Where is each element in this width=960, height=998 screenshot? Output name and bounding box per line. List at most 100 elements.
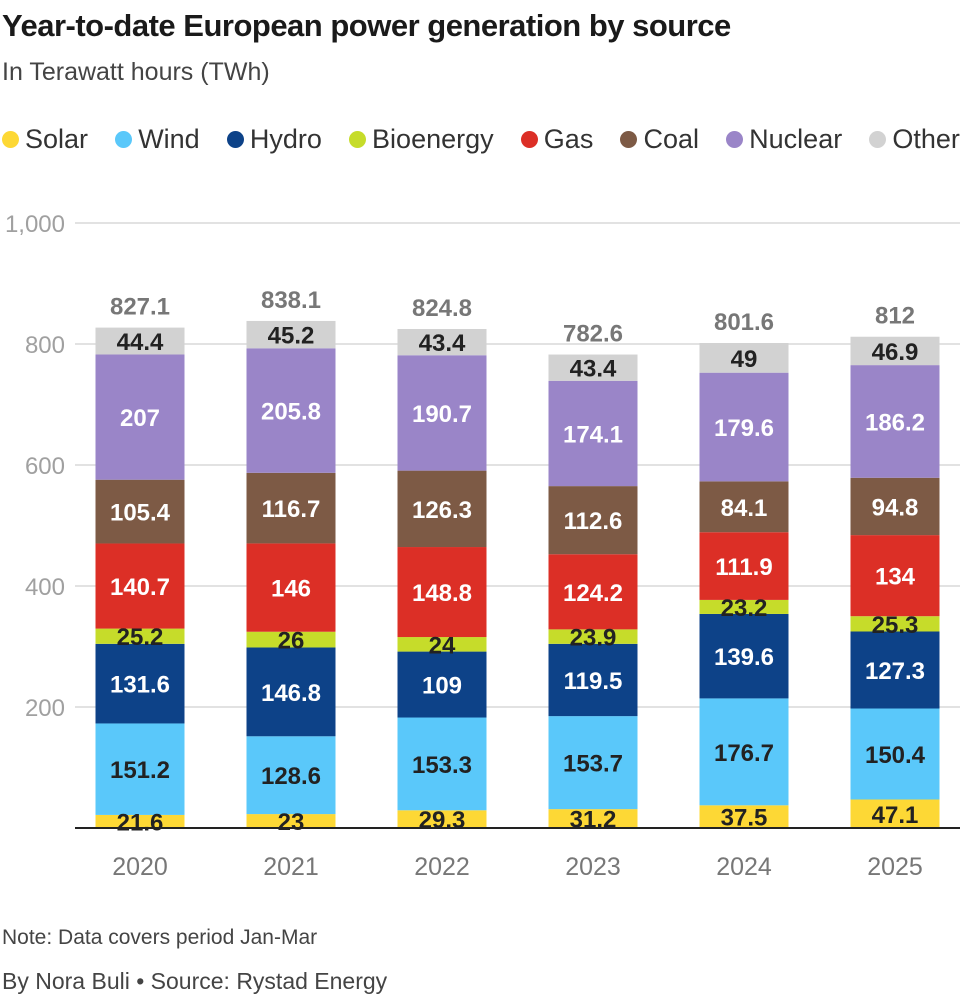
chart-subtitle: In Terawatt hours (TWh) <box>2 58 270 86</box>
data-label-coal: 126.3 <box>412 497 472 524</box>
total-label: 801.6 <box>714 309 774 336</box>
x-tick-label: 2025 <box>867 853 923 881</box>
data-label-wind: 150.4 <box>865 742 926 769</box>
data-label-other: 46.9 <box>872 339 919 366</box>
data-label-wind: 176.7 <box>714 740 774 767</box>
bar-segment-gas <box>548 554 638 630</box>
x-tick-label: 2021 <box>263 853 319 881</box>
data-label-hydro: 119.5 <box>564 668 623 695</box>
data-label-gas: 124.2 <box>563 580 623 607</box>
bar-segment-solar <box>95 814 185 828</box>
total-label: 812 <box>875 303 915 330</box>
bar-segment-hydro <box>95 643 185 724</box>
legend-label: Solar <box>25 124 89 154</box>
data-label-gas: 111.9 <box>715 554 772 581</box>
total-label: 827.1 <box>110 294 170 321</box>
data-label-solar: 23 <box>278 809 305 836</box>
bar-segment-hydro <box>548 643 638 717</box>
legend-item-hydro: Hydro <box>226 124 322 155</box>
data-label-nuclear: 207 <box>120 405 160 432</box>
bar-segment-bioenergy <box>548 629 638 644</box>
bar-segment-hydro <box>699 613 789 699</box>
legend-swatch <box>2 131 19 148</box>
legend-label: Wind <box>138 124 200 154</box>
bar-segment-wind <box>850 708 940 800</box>
y-tick-label: 800 <box>25 332 65 359</box>
y-tick-label: 400 <box>25 574 65 601</box>
data-label-bioenergy: 25.2 <box>117 624 164 651</box>
bar-segment-solar <box>699 805 789 828</box>
bar-segment-coal <box>397 470 487 548</box>
legend-swatch <box>115 131 133 148</box>
data-label-bioenergy: 25.3 <box>872 612 919 639</box>
bar-segment-hydro <box>850 631 940 709</box>
bar-segment-nuclear <box>246 348 336 473</box>
data-label-nuclear: 186.2 <box>865 409 925 436</box>
bar-segment-bioenergy <box>397 637 487 652</box>
data-label-other: 44.4 <box>117 329 164 356</box>
legend-swatch <box>869 131 887 148</box>
bar-segment-gas <box>850 535 940 617</box>
bar-segment-other <box>95 327 185 355</box>
legend-item-gas: Gas <box>520 124 594 155</box>
bar-segment-other <box>246 320 336 349</box>
data-label-coal: 112.6 <box>564 508 623 535</box>
legend-item-nuclear: Nuclear <box>726 124 842 155</box>
data-label-solar: 31.2 <box>570 807 617 834</box>
data-label-hydro: 131.6 <box>110 672 170 699</box>
legend-label: Other <box>892 124 960 154</box>
bar-segment-other <box>548 354 638 381</box>
data-label-solar: 47.1 <box>872 802 919 829</box>
data-label-wind: 151.2 <box>110 757 170 784</box>
data-label-nuclear: 174.1 <box>563 421 623 448</box>
bar-segment-wind <box>246 736 336 815</box>
data-label-other: 43.4 <box>570 356 617 383</box>
bar-segment-wind <box>548 716 638 810</box>
data-label-other: 45.2 <box>268 323 315 350</box>
legend-swatch <box>520 131 538 148</box>
data-label-solar: 29.3 <box>419 807 466 834</box>
bar-segment-gas <box>246 543 336 632</box>
total-label: 824.8 <box>412 295 472 322</box>
legend-swatch <box>620 131 638 148</box>
data-label-bioenergy: 24 <box>429 632 456 659</box>
chart-byline: By Nora Buli • Source: Rystad Energy <box>2 968 388 994</box>
legend-item-coal: Coal <box>620 124 699 155</box>
total-label: 782.6 <box>563 321 623 348</box>
data-label-nuclear: 179.6 <box>714 415 774 442</box>
data-label-gas: 140.7 <box>110 574 170 601</box>
bar-segment-nuclear <box>397 355 487 471</box>
legend-item-wind: Wind <box>115 124 200 155</box>
total-label: 838.1 <box>261 287 321 314</box>
data-label-gas: 148.8 <box>412 580 472 607</box>
bar-segment-wind <box>397 717 487 811</box>
data-label-other: 43.4 <box>419 330 466 357</box>
bar-segment-coal <box>850 477 940 536</box>
data-label-coal: 116.7 <box>262 496 321 523</box>
legend-item-bioenergy: Bioenergy <box>349 124 494 155</box>
legend: Solar Wind Hydro Bioenergy Gas Coal Nuclear Oth… <box>2 124 960 155</box>
data-label-hydro: 127.3 <box>865 658 925 685</box>
bar-segment-solar <box>548 809 638 828</box>
data-label-other: 49 <box>731 346 758 373</box>
bar-segment-other <box>699 343 789 373</box>
bar-segment-nuclear <box>699 372 789 482</box>
legend-label: Gas <box>543 124 594 154</box>
bar-segment-bioenergy <box>95 628 185 644</box>
legend-label: Bioenergy <box>372 124 494 154</box>
bar-segment-hydro <box>246 647 336 737</box>
data-label-bioenergy: 26 <box>278 628 305 655</box>
legend-item-other: Other <box>869 124 960 155</box>
data-label-nuclear: 190.7 <box>412 401 472 428</box>
data-label-nuclear: 205.8 <box>261 399 321 426</box>
legend-swatch <box>726 131 744 148</box>
data-label-gas: 134 <box>875 564 916 591</box>
data-label-wind: 153.3 <box>412 752 472 779</box>
bar-segment-nuclear <box>548 380 638 487</box>
data-label-hydro: 139.6 <box>714 644 774 671</box>
legend-label: Nuclear <box>749 124 843 154</box>
data-label-hydro: 109 <box>422 673 462 700</box>
bar-segment-nuclear <box>850 365 940 478</box>
chart-title: Year-to-date European power generation b… <box>2 8 731 43</box>
data-label-gas: 146 <box>271 576 311 603</box>
